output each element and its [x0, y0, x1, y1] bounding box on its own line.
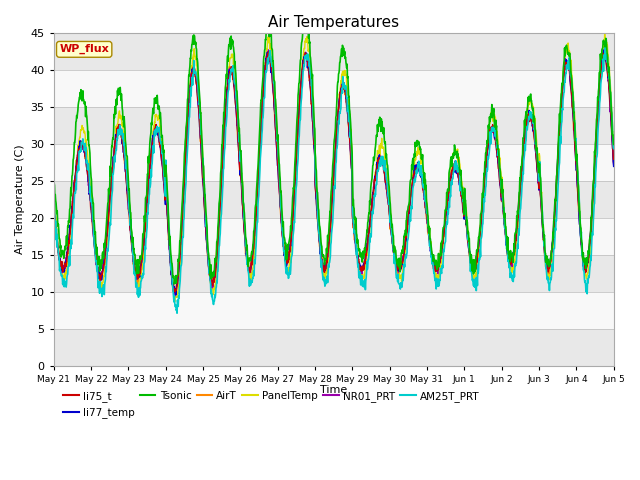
- Tsonic: [422, 177, 429, 182]
- Bar: [54, 144, 614, 180]
- AM25T_PRT: [175, 293, 182, 299]
- li75_t: [265, 48, 273, 54]
- Line: AM25T_PRT: AM25T_PRT: [54, 48, 614, 313]
- Text: WP_flux: WP_flux: [60, 44, 109, 55]
- PanelTemp: [171, 299, 179, 305]
- NR01_PRT: [544, 268, 552, 274]
- NR01_PRT: [237, 175, 245, 180]
- li75_t: [422, 199, 429, 204]
- AM25T_PRT: [161, 180, 168, 186]
- AM25T_PRT: [421, 193, 429, 199]
- AirT: [610, 160, 618, 166]
- AM25T_PRT: [237, 161, 245, 167]
- Legend: li75_t, li77_temp, Tsonic, AirT, PanelTemp, NR01_PRT, AM25T_PRT: li75_t, li77_temp, Tsonic, AirT, PanelTe…: [59, 387, 484, 422]
- NR01_PRT: [172, 293, 179, 299]
- X-axis label: Time: Time: [320, 385, 348, 395]
- li77_temp: [175, 269, 182, 275]
- li77_temp: [50, 205, 58, 211]
- AirT: [543, 264, 551, 270]
- Line: Tsonic: Tsonic: [54, 33, 614, 284]
- li75_t: [237, 176, 245, 182]
- AM25T_PRT: [601, 45, 609, 50]
- li75_t: [495, 160, 502, 166]
- AirT: [170, 291, 178, 297]
- Tsonic: [161, 169, 168, 175]
- Tsonic: [237, 156, 245, 162]
- PanelTemp: [601, 31, 609, 36]
- li77_temp: [610, 164, 618, 169]
- PanelTemp: [237, 162, 245, 168]
- li77_temp: [494, 160, 502, 166]
- AirT: [50, 210, 58, 216]
- Bar: [54, 33, 614, 70]
- AirT: [601, 48, 609, 54]
- AirT: [494, 164, 502, 170]
- NR01_PRT: [610, 162, 618, 168]
- PanelTemp: [610, 139, 618, 145]
- Tsonic: [610, 142, 618, 147]
- Bar: [54, 329, 614, 366]
- li75_t: [161, 189, 168, 195]
- li75_t: [172, 289, 179, 295]
- NR01_PRT: [50, 200, 58, 206]
- li77_temp: [161, 190, 168, 196]
- PanelTemp: [175, 285, 182, 290]
- li77_temp: [600, 47, 607, 53]
- AM25T_PRT: [173, 310, 181, 316]
- Line: li77_temp: li77_temp: [54, 50, 614, 295]
- Tsonic: [262, 30, 270, 36]
- Title: Air Temperatures: Air Temperatures: [268, 15, 399, 30]
- Bar: [54, 70, 614, 107]
- li77_temp: [237, 178, 245, 183]
- li75_t: [175, 268, 182, 274]
- li75_t: [50, 204, 58, 210]
- NR01_PRT: [175, 271, 182, 276]
- Line: PanelTemp: PanelTemp: [54, 34, 614, 302]
- AirT: [237, 178, 245, 183]
- AM25T_PRT: [50, 196, 58, 202]
- AM25T_PRT: [610, 146, 618, 152]
- Tsonic: [175, 259, 182, 264]
- PanelTemp: [543, 270, 551, 276]
- NR01_PRT: [161, 191, 168, 197]
- Tsonic: [170, 281, 178, 287]
- AirT: [161, 190, 168, 196]
- Bar: [54, 180, 614, 218]
- Tsonic: [50, 170, 58, 176]
- li77_temp: [543, 264, 551, 270]
- Tsonic: [495, 146, 502, 152]
- li75_t: [544, 264, 552, 270]
- NR01_PRT: [422, 202, 429, 208]
- PanelTemp: [494, 141, 502, 147]
- AM25T_PRT: [543, 276, 551, 282]
- NR01_PRT: [495, 165, 502, 171]
- Bar: [54, 292, 614, 329]
- PanelTemp: [161, 169, 168, 175]
- Bar: [54, 218, 614, 255]
- li75_t: [610, 156, 618, 162]
- PanelTemp: [50, 187, 58, 193]
- AirT: [421, 204, 429, 210]
- li77_temp: [172, 292, 180, 298]
- Line: AirT: AirT: [54, 51, 614, 294]
- AirT: [175, 264, 182, 269]
- Line: li75_t: li75_t: [54, 51, 614, 292]
- Y-axis label: Air Temperature (C): Air Temperature (C): [15, 144, 25, 254]
- Tsonic: [544, 260, 552, 266]
- AM25T_PRT: [494, 153, 502, 158]
- NR01_PRT: [265, 47, 273, 53]
- Bar: [54, 255, 614, 292]
- li77_temp: [421, 195, 429, 201]
- Bar: [54, 107, 614, 144]
- Line: NR01_PRT: NR01_PRT: [54, 50, 614, 296]
- PanelTemp: [421, 181, 429, 187]
